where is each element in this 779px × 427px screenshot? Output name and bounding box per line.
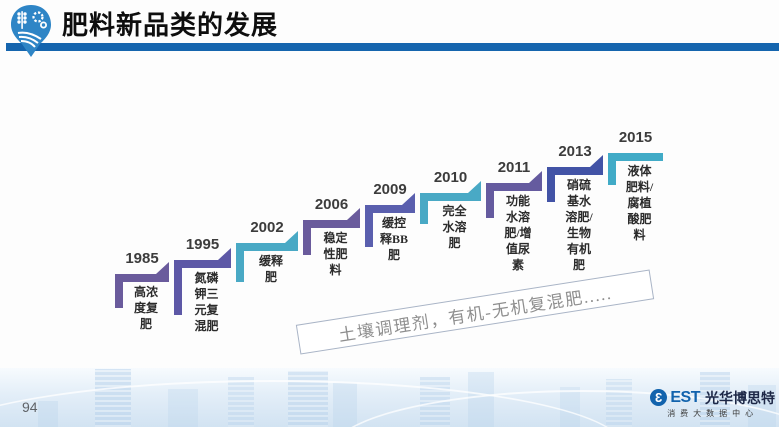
step-year-label: 2013 (558, 143, 592, 160)
step-fertilizer-label: 氮磷 钾三 元复 混肥 (194, 271, 219, 333)
step-bracket-shape (547, 167, 603, 202)
city-skyline (0, 368, 779, 427)
field-rows-icon (17, 31, 42, 48)
wheat-icon (17, 11, 27, 29)
step-fertilizer-label: 硝硫 基水 溶肥/ 生物 有机 肥 (565, 178, 593, 272)
step-bracket-shape (303, 220, 360, 255)
step-bracket-shape (608, 153, 663, 185)
step-year-label: 2006 (314, 196, 349, 213)
step-fertilizer-label: 高浓 度复 肥 (133, 285, 158, 331)
step-bracket-shape (115, 274, 169, 308)
gear-icon (32, 11, 48, 29)
step-fertilizer-label: 液体 肥料/ 腐植 酸肥 料 (625, 164, 654, 242)
step-year-label: 1985 (125, 250, 159, 267)
step-bracket-shape (486, 183, 542, 218)
header-rule (6, 43, 779, 51)
slide-title: 肥料新品类的发展 (62, 10, 279, 40)
step-year-label: 1995 (185, 236, 220, 253)
step-bracket-shape (236, 243, 298, 282)
step-year-label: 2002 (250, 219, 284, 236)
step-bracket-shape (420, 193, 481, 224)
step-year-label: 2009 (373, 181, 407, 198)
brand-name-cn: 光华博思特 (705, 389, 775, 406)
step-fertilizer-label: 功能 水溶 肥/增 值尿 素 (504, 194, 532, 272)
step-year-label: 2011 (497, 159, 531, 176)
note-banner: 土壤调理剂，有机-无机复混肥..... (295, 269, 655, 355)
step-fertilizer-label: 缓控 释BB 肥 (379, 216, 408, 262)
step-fertilizer-label: 缓释 肥 (258, 254, 283, 284)
step-bracket-shape (365, 205, 415, 247)
brand-pin-logo-icon (11, 5, 51, 57)
page-number: 94 (22, 399, 38, 415)
best-logo-disc-icon: 3 (650, 389, 668, 406)
brand-tagline: 消费大数据中心 (667, 409, 759, 418)
step-bracket-shape (174, 260, 231, 315)
step-fertilizer-label: 完全 水溶 肥 (442, 204, 467, 250)
step-year-label: 2010 (433, 169, 468, 186)
brand-logo: 3 EST 光华博思特 消费大数据中心 (650, 389, 775, 419)
step-year-label: 2015 (618, 129, 653, 146)
note-banner-text: 土壤调理剂，有机-无机复混肥..... (337, 283, 614, 345)
brand-name-en: EST (670, 388, 700, 406)
step-fertilizer-label: 稳定 性肥 料 (323, 231, 348, 277)
